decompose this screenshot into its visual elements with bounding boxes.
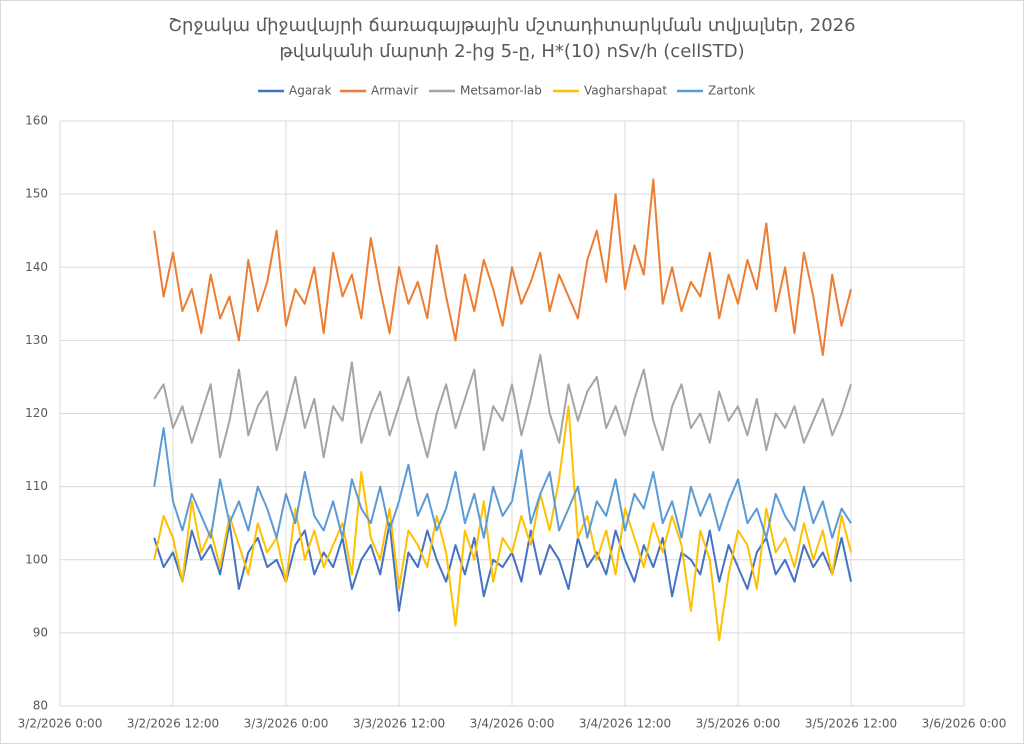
series-line [153, 405, 852, 642]
y-tick-label: 110 [25, 479, 48, 493]
x-tick-label: 3/2/2026 0:00 [18, 717, 103, 731]
legend-label: Metsamor-lab [460, 84, 542, 98]
legend-label: Armavir [371, 84, 418, 98]
y-tick-label: 130 [25, 333, 48, 347]
chart-title: թվականի մարտի 2-ից 5-ը, H*(10) nSv/h (ce… [279, 41, 744, 62]
legend-label: Zartonk [708, 84, 755, 98]
x-tick-label: 3/3/2026 0:00 [244, 717, 329, 731]
legend-label: Agarak [289, 84, 331, 98]
x-tick-label: 3/5/2026 12:00 [805, 717, 897, 731]
x-tick-label: 3/2/2026 12:00 [127, 717, 219, 731]
x-tick-label: 3/4/2026 12:00 [579, 717, 671, 731]
y-tick-label: 90 [33, 625, 48, 639]
chart-title: Շրջակա միջավայրի ճառագայթային մշտադիտարկ… [168, 15, 855, 36]
x-tick-label: 3/5/2026 0:00 [696, 717, 781, 731]
y-tick-label: 160 [25, 114, 48, 128]
x-tick-label: 3/4/2026 0:00 [470, 717, 555, 731]
y-tick-label: 140 [25, 260, 48, 274]
x-tick-label: 3/6/2026 0:00 [922, 717, 1007, 731]
y-tick-label: 80 [33, 699, 48, 713]
series-line [153, 522, 852, 612]
x-tick-label: 3/3/2026 12:00 [353, 717, 445, 731]
series-line [153, 427, 852, 539]
y-tick-label: 120 [25, 406, 48, 420]
legend-label: Vagharshapat [584, 84, 667, 98]
series-line [153, 178, 852, 356]
y-tick-label: 100 [25, 552, 48, 566]
series-line [153, 354, 852, 459]
y-tick-label: 150 [25, 187, 48, 201]
